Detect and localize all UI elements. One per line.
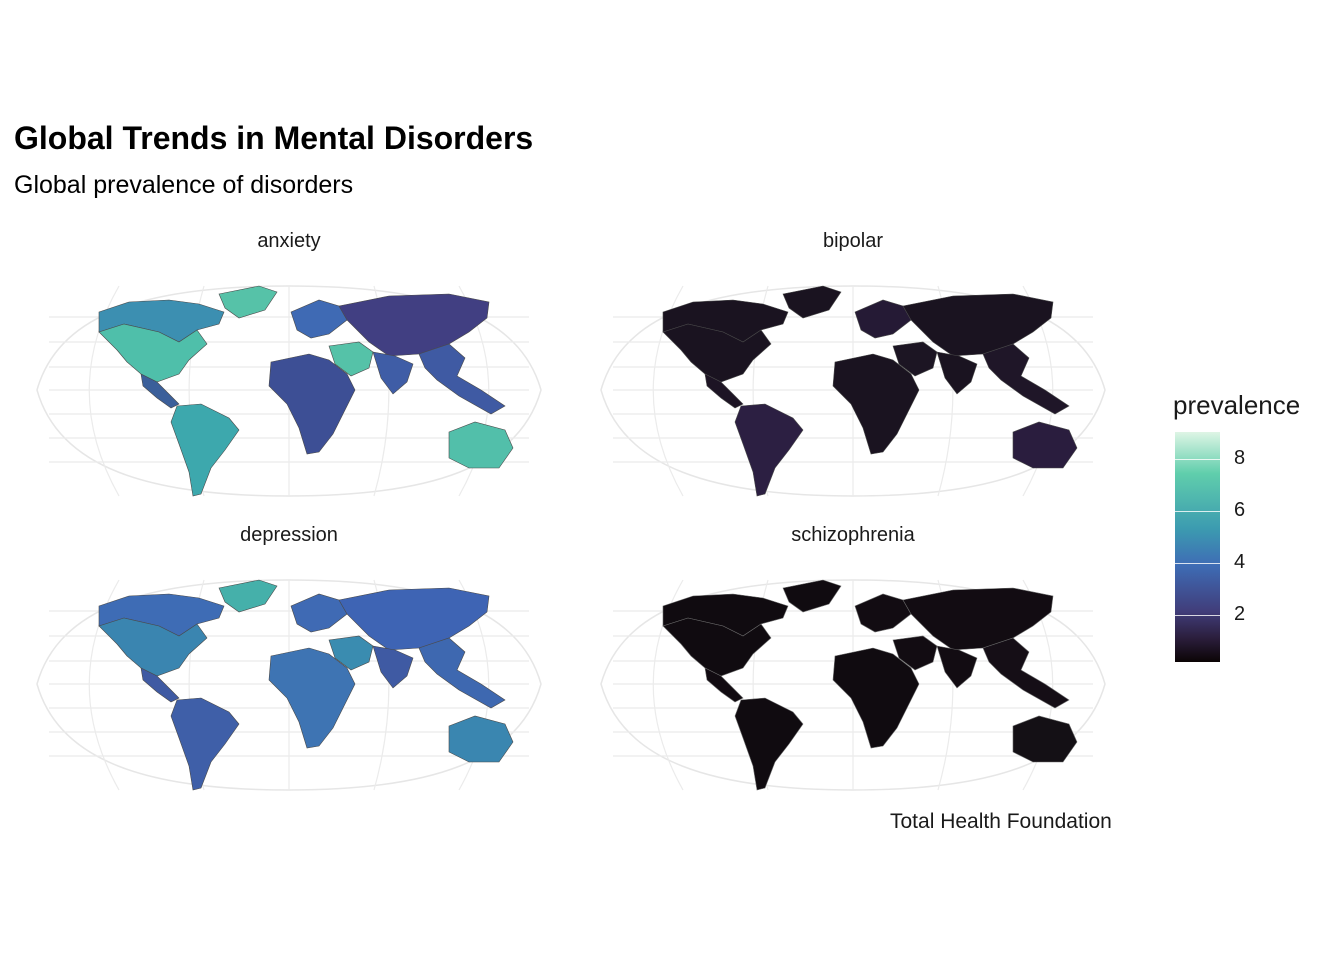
region-south-america [170,697,240,791]
region-africa [832,647,920,749]
graticule-outline [36,579,542,791]
region-russia-asia [902,587,1054,651]
panel-label-anxiety: anxiety [257,230,321,252]
region-south-america [170,403,240,497]
region-greenland [782,579,842,613]
legend-tick-mark [1175,615,1220,616]
map-panel-anxiety [36,285,542,497]
region-greenland [218,579,278,613]
region-middle-east [328,341,374,377]
region-southeast-asia [418,637,506,709]
region-middle-east [892,341,938,377]
region-south-america [734,403,804,497]
map-panel-depression [36,579,542,791]
region-africa [832,353,920,455]
legend-tick-label: 6 [1234,499,1246,521]
map-panel-schizophrenia [600,579,1106,791]
region-south-asia [372,645,414,689]
region-greenland [782,285,842,319]
region-greenland [218,285,278,319]
region-north-america [662,323,772,383]
region-russia-asia [338,293,490,357]
graticule-outline [600,285,1106,497]
region-australia [1012,715,1078,763]
legend-tick-mark [1175,511,1220,512]
region-south-america [734,697,804,791]
map-panel-bipolar [600,285,1106,497]
region-southeast-asia [982,637,1070,709]
legend-tick-mark [1175,459,1220,460]
region-central-america [140,667,180,703]
region-europe [854,593,912,633]
panel-label-schizophrenia: schizophrenia [791,524,915,546]
region-africa [268,353,356,455]
region-russia-asia [338,587,490,651]
region-north-america [98,617,208,677]
region-europe [290,299,348,339]
panel-label-bipolar: bipolar [822,230,884,252]
graticule-outline [36,285,542,497]
graticule-outline [600,579,1106,791]
legend-tick-label: 2 [1234,603,1246,625]
legend-title: prevalence [1173,390,1301,420]
legend-tick-label: 4 [1234,551,1246,573]
region-africa [268,647,356,749]
region-central-america [140,373,180,409]
region-south-asia [372,351,414,395]
legend-tick-label: 8 [1234,447,1246,469]
region-south-asia [936,351,978,395]
region-southeast-asia [418,343,506,415]
region-europe [854,299,912,339]
region-australia [448,715,514,763]
legend-tick-mark [1175,563,1220,564]
region-middle-east [328,635,374,671]
chart-subtitle: Global prevalence of disorders [14,171,354,199]
region-europe [290,593,348,633]
chart-title: Global Trends in Mental Disorders [14,120,534,156]
region-southeast-asia [982,343,1070,415]
region-north-america [98,323,208,383]
panel-label-depression: depression [240,524,338,546]
region-russia-asia [902,293,1054,357]
legend-colorbar [1175,432,1220,662]
region-australia [448,421,514,469]
region-central-america [704,667,744,703]
region-australia [1012,421,1078,469]
region-north-america [662,617,772,677]
region-central-america [704,373,744,409]
region-south-asia [936,645,978,689]
region-middle-east [892,635,938,671]
chart-caption: Total Health Foundation [890,810,1112,833]
